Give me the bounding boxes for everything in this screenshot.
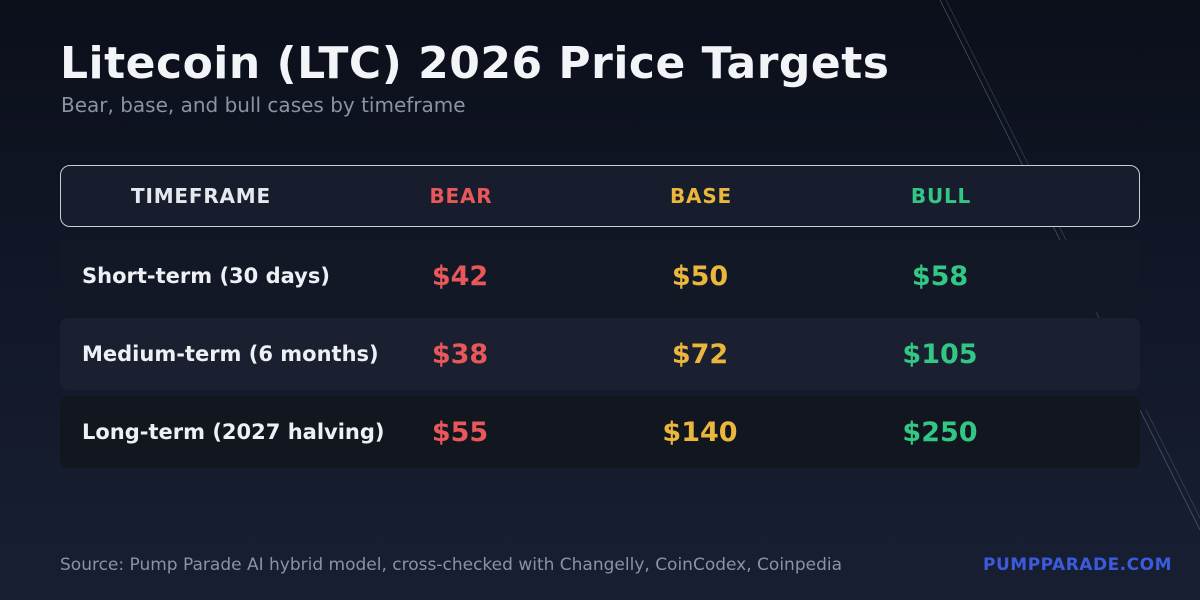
header-timeframe: TIMEFRAME: [131, 184, 271, 208]
base-value: $72: [671, 338, 729, 370]
base-value: $140: [662, 416, 738, 448]
header-bull: BULL: [910, 184, 972, 208]
bear-value: $55: [431, 416, 489, 448]
table-row: Short-term (30 days) $42 $50 $58: [60, 240, 1140, 312]
table-row: Medium-term (6 months) $38 $72 $105: [60, 318, 1140, 390]
bull-value: $250: [902, 416, 978, 448]
timeframe-label: Long-term (2027 halving): [82, 420, 385, 444]
bull-value: $58: [911, 260, 969, 292]
table-header-row: TIMEFRAME BEAR BASE BULL: [60, 165, 1140, 227]
base-value: $50: [671, 260, 729, 292]
source-note: Source: Pump Parade AI hybrid model, cro…: [60, 555, 842, 575]
bear-value: $42: [431, 260, 489, 292]
timeframe-label: Short-term (30 days): [82, 264, 330, 288]
brand-link[interactable]: PUMPPARADE.COM: [983, 555, 1172, 575]
header-bear: BEAR: [429, 184, 493, 208]
header-base: BASE: [670, 184, 732, 208]
page-subtitle: Bear, base, and bull cases by timeframe: [61, 93, 466, 117]
bear-value: $38: [431, 338, 489, 370]
bull-value: $105: [902, 338, 978, 370]
table-row: Long-term (2027 halving) $55 $140 $250: [60, 396, 1140, 468]
page-title: Litecoin (LTC) 2026 Price Targets: [60, 38, 890, 89]
timeframe-label: Medium-term (6 months): [82, 342, 379, 366]
